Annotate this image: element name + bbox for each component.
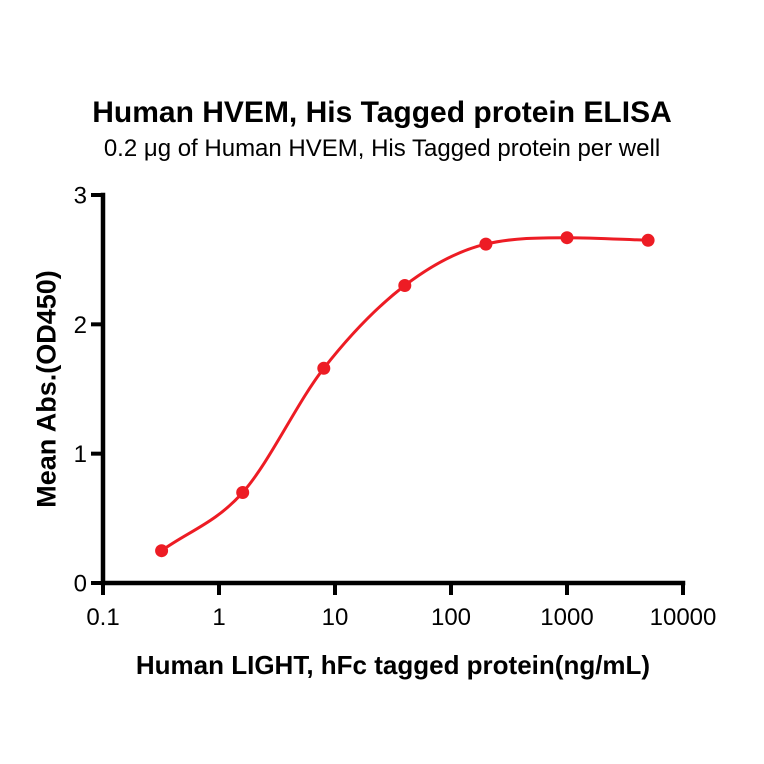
x-tick-label: 1 [212,604,225,631]
chart-subtitle: 0.2 μg of Human HVEM, His Tagged protein… [103,135,661,162]
x-axis-title: Human LIGHT, hFc tagged protein(ng/mL) [135,650,651,680]
x-tick-label: 10 [322,604,349,631]
data-point [155,544,169,558]
x-tick-label: 100 [431,604,471,631]
data-point [479,237,493,251]
x-tick-label: 0.1 [86,604,119,631]
x-tick-label: 10000 [650,604,717,631]
y-tick-label: 3 [74,183,87,210]
x-tick-label: 1000 [540,604,593,631]
data-point [560,231,574,245]
data-point [398,279,412,292]
chart-title: Human HVEM, His Tagged protein ELISA [92,96,672,129]
data-point [236,486,250,499]
axis-lines [100,192,686,586]
data-point [317,361,331,375]
y-tick-label: 2 [74,312,87,339]
y-tick-label: 0 [74,571,87,598]
data-point [641,233,655,247]
y-tick-label: 1 [74,441,87,468]
